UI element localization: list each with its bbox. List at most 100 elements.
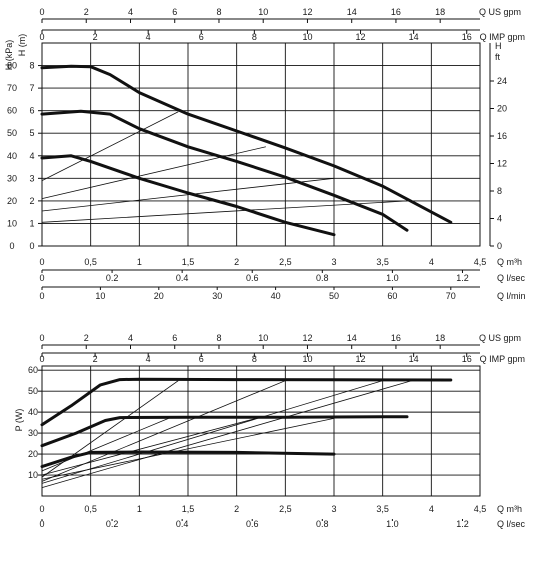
head-impgpm-tick-label: 14	[409, 32, 419, 42]
head-usgpm-tick-label: 12	[302, 7, 312, 17]
head-kpa-tick-label: 30	[7, 173, 17, 183]
power-m3h-tick-label: 3,5	[376, 504, 389, 514]
head-usgpm-tick-label: 14	[347, 7, 357, 17]
power-ls-tick-label: 0.6	[246, 519, 259, 529]
head-usgpm-tick-label: 6	[172, 7, 177, 17]
power-impgpm-tick-label: 8	[252, 354, 257, 364]
head-ls-tick-label: 1.2	[456, 273, 469, 283]
head-impgpm-tick-label: 4	[146, 32, 151, 42]
power-m3h-tick-label: 0	[39, 504, 44, 514]
power-ls-tick-label: 0	[39, 519, 44, 529]
power-system-curve	[41, 380, 412, 488]
head-m-tick-label: 3	[29, 173, 34, 183]
power-impgpm-tick-label: 16	[462, 354, 472, 364]
head-m3h-tick-label: 4,5	[474, 257, 487, 267]
power-impgpm-tick-label: 4	[146, 354, 151, 364]
head-m3h-tick-label: 2,5	[279, 257, 292, 267]
head-ls-tick-label: 0.2	[106, 273, 119, 283]
power-plot-frame	[41, 365, 481, 497]
power-tick-label: 50	[28, 386, 38, 396]
power-usgpm-tick-label: 8	[216, 333, 221, 343]
head-ls-unit: Q l/sec	[497, 273, 526, 283]
power-curve	[40, 450, 336, 469]
head-system-curve	[41, 177, 335, 212]
power-usgpm-tick-label: 10	[258, 333, 268, 343]
head-ls-tick-label: 1.0	[386, 273, 399, 283]
head-m3h-tick-label: 1,5	[182, 257, 195, 267]
head-m-tick-label: 7	[29, 83, 34, 93]
power-m3h-tick-label: 0,5	[84, 504, 97, 514]
power-usgpm-tick-label: 18	[435, 333, 445, 343]
head-impgpm-tick-label: 2	[93, 32, 98, 42]
power-system-curve	[41, 418, 335, 480]
head-usgpm-tick-label: 2	[84, 7, 89, 17]
head-m-tick-label: 5	[29, 128, 34, 138]
power-m3h-tick-label: 4	[429, 504, 434, 514]
head-kpa-tick-label: 20	[7, 196, 17, 206]
power-ls-unit: Q l/sec	[497, 519, 526, 529]
head-m3h-unit: Q m³h	[497, 257, 522, 267]
power-impgpm-tick-label: 0	[39, 354, 44, 364]
head-impgpm-tick-label: 12	[356, 32, 366, 42]
head-m3h-tick-label: 3,5	[376, 257, 389, 267]
power-curve	[40, 415, 409, 448]
power-tick-label: 10	[28, 470, 38, 480]
head-m3h-tick-label: 0,5	[84, 257, 97, 267]
power-ls-tick-label: 0.4	[176, 519, 189, 529]
head-lmin-tick-label: 30	[212, 291, 222, 301]
head-impgpm-tick-label: 10	[302, 32, 312, 42]
power-impgpm-tick-label: 2	[93, 354, 98, 364]
head-usgpm-tick-label: 18	[435, 7, 445, 17]
head-kpa-tick-label: 40	[7, 151, 17, 161]
power-usgpm-tick-label: 4	[128, 333, 133, 343]
head-lmin-tick-label: 20	[154, 291, 164, 301]
power-tick-label: 60	[28, 365, 38, 375]
head-ft-tick-label: 20	[497, 104, 507, 114]
power-usgpm-tick-label: 2	[84, 333, 89, 343]
power-impgpm-tick-label: 6	[199, 354, 204, 364]
power-m3h-tick-label: 4,5	[474, 504, 487, 514]
power-usgpm-tick-label: 14	[347, 333, 357, 343]
head-impgpm-tick-label: 16	[462, 32, 472, 42]
head-kpa-axis-label: H (kPa)	[4, 40, 14, 71]
power-ls-tick-label: 1.0	[386, 519, 399, 529]
head-m-axis-label: H (m)	[17, 34, 27, 57]
head-m-tick-label: 0	[29, 241, 34, 251]
head-curve	[40, 64, 453, 224]
head-impgpm-tick-label: 8	[252, 32, 257, 42]
head-kpa-tick-label: 50	[7, 128, 17, 138]
head-kpa-tick-label: 70	[7, 83, 17, 93]
power-ls-tick-label: 1.2	[456, 519, 469, 529]
power-ls-tick-label: 0.8	[316, 519, 329, 529]
power-impgpm-unit: Q IMP gpm	[480, 354, 525, 364]
power-impgpm-tick-label: 10	[302, 354, 312, 364]
head-m-tick-label: 6	[29, 106, 34, 116]
head-m3h-tick-label: 0	[39, 257, 44, 267]
head-kpa-tick-label: 0	[9, 241, 14, 251]
head-impgpm-tick-label: 0	[39, 32, 44, 42]
head-impgpm-unit: Q IMP gpm	[480, 32, 525, 42]
head-ls-tick-label: 0.8	[316, 273, 329, 283]
head-ft-tick-label: 4	[497, 214, 502, 224]
head-plot-frame	[41, 42, 481, 247]
head-m3h-tick-label: 3	[331, 257, 336, 267]
head-m-tick-label: 1	[29, 218, 34, 228]
power-system-curve	[41, 418, 257, 476]
power-system-curve	[41, 380, 383, 484]
head-ft-tick-label: 8	[497, 186, 502, 196]
head-m-tick-label: 4	[29, 151, 34, 161]
head-usgpm-unit: Q US gpm	[479, 7, 521, 17]
head-kpa-tick-label: 80	[7, 61, 17, 71]
head-ft-axis-label-ft: ft	[495, 52, 501, 62]
power-m3h-tick-label: 3	[331, 504, 336, 514]
head-usgpm-tick-label: 0	[39, 7, 44, 17]
head-ft-tick-label: 0	[497, 241, 502, 251]
power-m3h-tick-label: 2,5	[279, 504, 292, 514]
power-curve	[40, 377, 453, 427]
head-kpa-tick-label: 60	[7, 106, 17, 116]
head-ft-tick-label: 12	[497, 159, 507, 169]
power-usgpm-unit: Q US gpm	[479, 333, 521, 343]
head-lmin-unit: Q l/min	[497, 291, 526, 301]
power-usgpm-tick-label: 0	[39, 333, 44, 343]
head-impgpm-tick-label: 6	[199, 32, 204, 42]
